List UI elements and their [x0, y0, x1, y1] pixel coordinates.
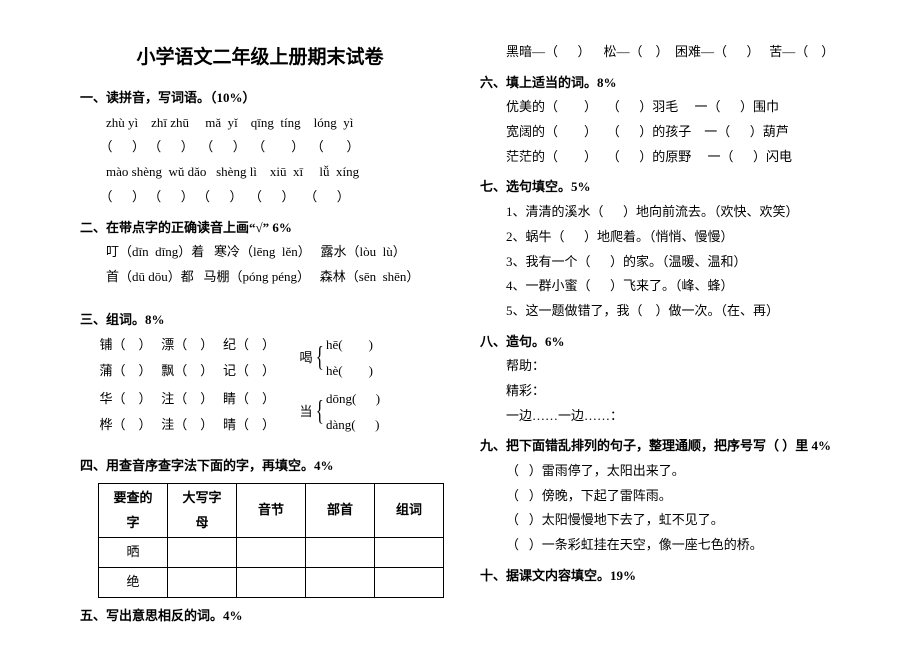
- q9-l2: （ ）傍晚，下起了雷阵雨。: [480, 484, 870, 509]
- q3-rowA: 铺（ ） 漂（ ） 纪（ ）: [100, 337, 276, 352]
- q3-rowB: 蒲（ ） 飘（ ） 记（ ）: [100, 363, 276, 378]
- q8-l2: 精彩：: [480, 379, 870, 404]
- q4-h5: 组词: [375, 483, 444, 537]
- q8-heading: 八、造句。6%: [480, 330, 870, 355]
- q7-l3: 3、我有一个（ ）的家。（温暖、温和）: [480, 250, 870, 275]
- q5-line: 黑暗—（ ） 松—（ ） 困难—（ ） 苦—（ ）: [480, 40, 870, 65]
- q1-pinyin-2: mào shèng wǔ dǎo shèng lì xiū xī lǚ xíng: [80, 160, 440, 185]
- right-column: 黑暗—（ ） 松—（ ） 困难—（ ） 苦—（ ） 六、填上适当的词。8% 优美…: [460, 0, 920, 651]
- q7-l4: 4、一群小蜜（ ）飞来了。（峰、蜂）: [480, 274, 870, 299]
- q2-l2: 首（dū dōu）都 马棚（póng péng） 森林（sēn shēn）: [80, 265, 440, 290]
- brace-icon: {: [315, 398, 323, 426]
- table-row: 绝: [99, 568, 444, 598]
- q1-heading: 一、读拼音，写词语。（10%）: [80, 86, 440, 111]
- q5-heading: 五、写出意思相反的词。4%: [80, 604, 440, 629]
- q10-heading: 十、据课文内容填空。19%: [480, 564, 870, 589]
- q3-heading: 三、组词。8%: [80, 308, 440, 333]
- left-column: 小学语文二年级上册期末试卷 一、读拼音，写词语。（10%） zhù yì zhī…: [0, 0, 460, 651]
- q3-brace2-top: dōng( ): [326, 391, 380, 406]
- q7-l2: 2、蜗牛（ ）地爬着。（悄悄、慢慢）: [480, 225, 870, 250]
- q9-l3: （ ）太阳慢慢地下去了，虹不见了。: [480, 508, 870, 533]
- q4-h4: 部首: [306, 483, 375, 537]
- brace-icon: {: [315, 344, 323, 372]
- q3-brace2-bot: dàng( ): [326, 417, 379, 432]
- q6-l1: 优美的（ ） （ ）羽毛 一（ ）围巾: [480, 95, 870, 120]
- q4-table: 要查的字 大写字母 音节 部首 组词 晒 绝: [98, 483, 444, 598]
- q7-heading: 七、选句填空。5%: [480, 175, 870, 200]
- q3-brace2-char: 当: [300, 400, 313, 425]
- q3-rowD: 桦（ ） 洼（ ） 晴（ ）: [100, 417, 276, 432]
- q4-h2: 大写字母: [168, 483, 237, 537]
- q9-l1: （ ）雷雨停了，太阳出来了。: [480, 459, 870, 484]
- table-row: 晒: [99, 538, 444, 568]
- q9-heading: 九、把下面错乱排列的句子，整理通顺，把序号写（ ）里 4%: [480, 434, 870, 459]
- q1-blanks-1: （ ） （ ） （ ） （ ） （ ）: [80, 135, 440, 160]
- q2-heading: 二、在带点字的正确读音上画“√” 6%: [80, 216, 440, 241]
- q8-l1: 帮助：: [480, 354, 870, 379]
- q7-l1: 1、清清的溪水（ ）地向前流去。（欢快、欢笑）: [480, 200, 870, 225]
- q4-heading: 四、用查音序查字法下面的字，再填空。4%: [80, 454, 440, 479]
- q4-h1: 要查的字: [99, 483, 168, 537]
- q3-brace1-char: 喝: [300, 346, 313, 371]
- q4-r2: 绝: [99, 568, 168, 598]
- q6-l2: 宽阔的（ ） （ ）的孩子 一（ ）葫芦: [480, 120, 870, 145]
- q7-l5: 5、这一题做错了，我（ ）做一次。（在、再）: [480, 299, 870, 324]
- q4-r1: 晒: [99, 538, 168, 568]
- q8-l3: 一边……一边……：: [480, 404, 870, 429]
- table-row: 要查的字 大写字母 音节 部首 组词: [99, 483, 444, 537]
- q3-rowC: 华（ ） 注（ ） 睛（ ）: [100, 391, 276, 406]
- q3-body: 铺（ ） 漂（ ） 纪（ ） 蒲（ ） 飘（ ） 记（ ） 喝 { hē( ) …: [80, 332, 440, 440]
- q1-pinyin-1: zhù yì zhī zhū mǎ yǐ qīng tíng lóng yì: [80, 111, 440, 136]
- exam-title: 小学语文二年级上册期末试卷: [80, 40, 440, 76]
- q3-brace1-top: hē( ): [326, 337, 373, 352]
- q1-blanks-2: （ ） （ ） （ ） （ ） （ ）: [80, 185, 440, 210]
- q2-l1: 叮（dīn dīng）着 寒冷（lēng lěn） 露水（lòu lù）: [80, 240, 440, 265]
- q9-l4: （ ）一条彩虹挂在天空，像一座七色的桥。: [480, 533, 870, 558]
- q4-h3: 音节: [237, 483, 306, 537]
- exam-page: 小学语文二年级上册期末试卷 一、读拼音，写词语。（10%） zhù yì zhī…: [0, 0, 920, 651]
- q6-heading: 六、填上适当的词。8%: [480, 71, 870, 96]
- q6-l3: 茫茫的（ ） （ ）的原野 一（ ）闪电: [480, 145, 870, 170]
- q3-brace1-bot: hè( ): [326, 363, 373, 378]
